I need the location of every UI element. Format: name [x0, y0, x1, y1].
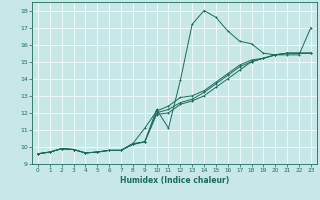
X-axis label: Humidex (Indice chaleur): Humidex (Indice chaleur): [120, 176, 229, 185]
